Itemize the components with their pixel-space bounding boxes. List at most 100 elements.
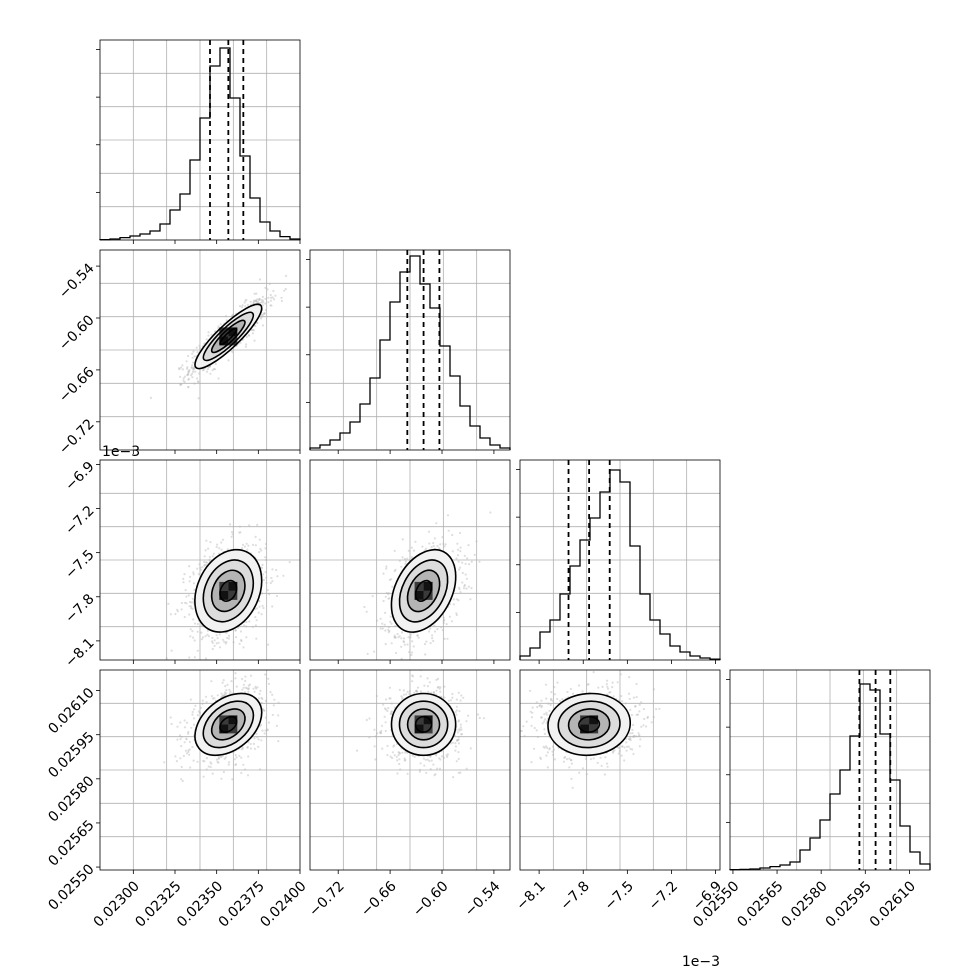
- contour-line: [406, 569, 441, 613]
- scatter-point: [188, 748, 191, 751]
- scatter-point: [271, 568, 274, 571]
- scatter-point: [389, 755, 392, 758]
- scatter-point: [455, 557, 458, 560]
- scatter-point: [633, 735, 636, 738]
- scatter-point: [256, 686, 259, 689]
- scatter-point: [188, 656, 191, 659]
- scatter-point: [451, 692, 454, 696]
- scatter-point: [183, 719, 186, 722]
- scatter-point: [434, 773, 437, 776]
- y-tick-label: −0.54: [56, 260, 98, 302]
- scatter-point: [224, 685, 227, 688]
- scatter-point: [264, 558, 268, 562]
- scatter-point: [465, 587, 468, 590]
- scatter-point: [433, 774, 436, 777]
- scatter-point: [393, 625, 397, 628]
- scatter-point: [240, 639, 243, 643]
- scatter-point: [638, 734, 641, 737]
- scatter-point: [550, 697, 553, 701]
- scatter-point: [215, 634, 218, 637]
- scatter-point: [205, 757, 208, 760]
- scatter-point: [469, 747, 472, 750]
- scatter-point: [440, 626, 443, 629]
- scatter-point: [243, 545, 246, 548]
- scatter-point: [207, 635, 210, 638]
- scatter-point: [460, 728, 463, 731]
- scatter-point: [234, 636, 238, 639]
- scatter-point: [183, 726, 187, 729]
- scatter-point: [244, 768, 247, 771]
- scatter-point: [454, 710, 457, 714]
- scatter-point: [270, 304, 273, 307]
- scatter-point: [212, 367, 215, 371]
- scatter-point: [220, 777, 223, 780]
- scatter-point: [441, 536, 444, 539]
- scatter-point: [381, 747, 384, 750]
- scatter-point: [382, 703, 385, 706]
- scatter-point: [246, 303, 249, 306]
- contour-line: [390, 692, 457, 757]
- scatter-point: [252, 687, 255, 690]
- scatter-point: [196, 630, 199, 633]
- scatter-point: [191, 607, 194, 611]
- scatter-point: [570, 762, 574, 765]
- panel-content: [520, 671, 661, 789]
- scatter-point: [478, 560, 481, 563]
- scatter-point: [260, 613, 263, 616]
- scatter-point: [207, 765, 210, 768]
- scatter-point: [179, 757, 182, 760]
- scatter-point: [269, 581, 272, 585]
- scatter-point: [611, 681, 614, 684]
- scatter-point: [219, 323, 222, 326]
- scatter-point: [214, 368, 217, 371]
- scatter-point: [202, 368, 205, 371]
- scatter-point: [397, 751, 400, 754]
- scatter-point: [459, 591, 462, 594]
- scatter-point: [482, 717, 485, 720]
- scatter-point: [258, 278, 262, 281]
- scatter-point: [387, 593, 390, 596]
- scatter-point: [183, 615, 186, 619]
- scatter-point: [455, 612, 458, 615]
- scatter-point: [201, 699, 204, 702]
- scatter-point: [254, 685, 257, 689]
- scatter-point: [539, 757, 543, 761]
- scatter-point: [251, 625, 254, 629]
- scatter-point: [463, 585, 466, 588]
- scatter-point: [255, 687, 258, 690]
- scatter-point: [253, 737, 256, 740]
- scatter-point: [385, 698, 388, 701]
- scatter-point: [209, 541, 212, 544]
- scatter-point: [226, 683, 229, 687]
- panel-2-1: [309, 459, 511, 664]
- scatter-point: [429, 755, 432, 759]
- scatter-point: [231, 314, 234, 317]
- scatter-point: [192, 618, 195, 621]
- scatter-point: [452, 776, 455, 779]
- scatter-point: [411, 640, 414, 643]
- scatter-point: [239, 638, 243, 642]
- scatter-point: [199, 566, 202, 570]
- scatter-point: [410, 546, 413, 549]
- scatter-point: [197, 397, 200, 400]
- scatter-point: [223, 640, 226, 643]
- scatter-point: [459, 566, 462, 569]
- scatter-point: [393, 549, 396, 553]
- scatter-point: [243, 624, 246, 627]
- scatter-point: [211, 647, 214, 651]
- scatter-point: [235, 685, 238, 688]
- scatter-point: [193, 355, 196, 358]
- scatter-point: [388, 686, 391, 689]
- scatter-point: [179, 383, 182, 386]
- scatter-point: [396, 759, 399, 762]
- scatter-point: [229, 523, 232, 526]
- scatter-point: [422, 757, 425, 760]
- scatter-point: [417, 636, 420, 639]
- scatter-point: [393, 636, 396, 639]
- scatter-point: [246, 746, 249, 749]
- scatter-point: [261, 304, 264, 307]
- contour-line: [202, 700, 255, 749]
- scatter-point: [258, 298, 261, 301]
- scatter-point: [398, 688, 401, 691]
- scatter-point: [262, 606, 265, 610]
